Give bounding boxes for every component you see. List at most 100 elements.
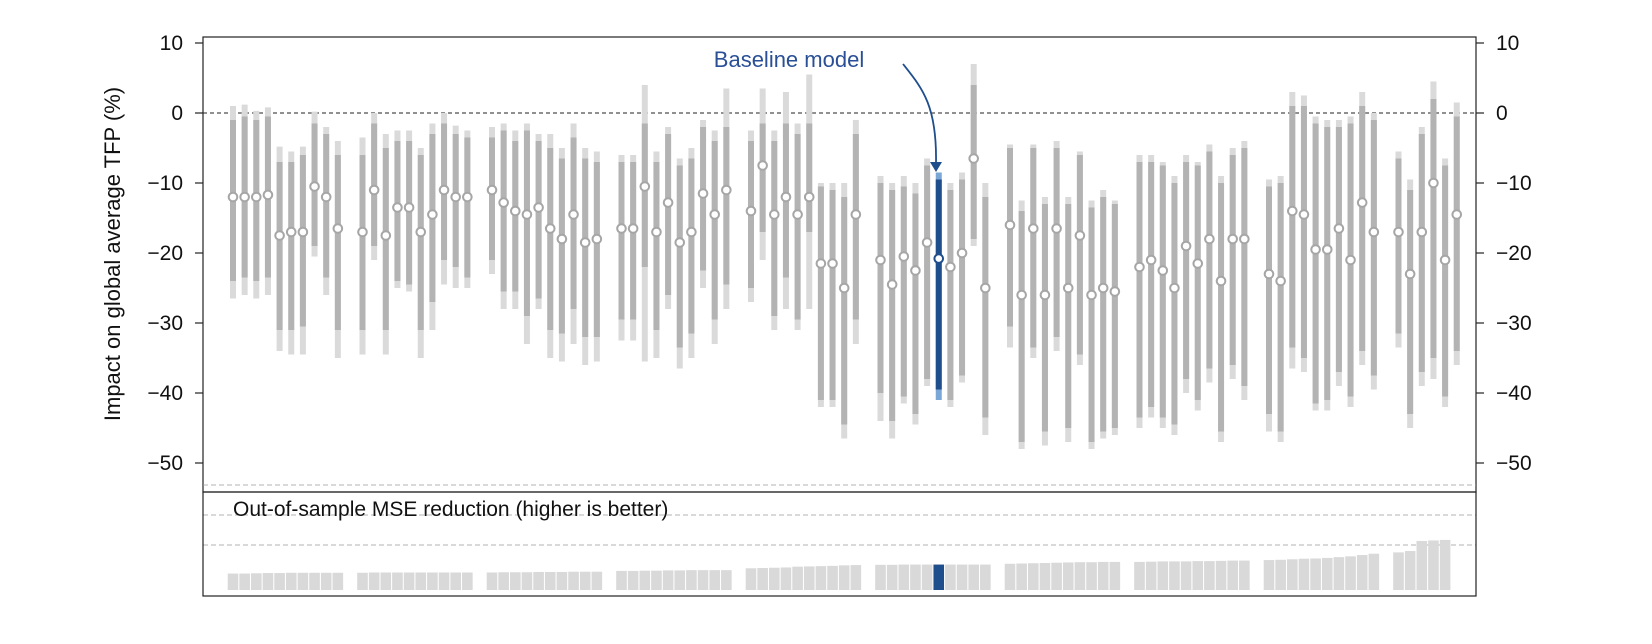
point-estimate <box>427 209 438 220</box>
model-interval <box>757 88 768 260</box>
point-estimate <box>309 181 320 192</box>
point-estimate <box>1451 209 1463 220</box>
point-estimate <box>686 226 697 238</box>
mse-bar <box>1169 561 1180 590</box>
model-interval <box>1145 155 1157 418</box>
model-interval <box>591 151 603 362</box>
mse-bar <box>1204 561 1215 590</box>
mse-bar <box>285 572 297 590</box>
mse-bar <box>1275 559 1286 590</box>
mse-bar <box>1227 560 1238 590</box>
point-estimate <box>1028 223 1039 234</box>
mse-bar <box>438 572 450 590</box>
point-estimate <box>262 189 274 201</box>
baseline-model-interval <box>933 172 945 400</box>
model-interval <box>639 85 651 362</box>
point-estimate <box>1416 226 1428 238</box>
mse-bar <box>1215 560 1227 590</box>
point-estimate <box>380 230 392 241</box>
point-estimate <box>921 237 933 248</box>
point-estimate <box>1074 230 1086 241</box>
mse-bar <box>815 566 827 590</box>
mse-bar <box>803 566 815 590</box>
model-interval <box>1039 197 1051 446</box>
model-interval <box>709 130 721 344</box>
mse-bar <box>1287 559 1298 590</box>
point-estimate <box>320 191 332 203</box>
y-tick-label: −40 <box>147 382 183 405</box>
mse-bar <box>616 570 627 590</box>
mse-bar <box>1356 555 1368 590</box>
mse-bar <box>1298 558 1310 590</box>
baseline-annotation-label: Baseline model <box>714 47 864 72</box>
mse-bar <box>510 572 521 590</box>
model-interval <box>498 123 509 309</box>
mse-bar <box>1016 563 1027 590</box>
model-interval <box>320 127 332 295</box>
mse-bar <box>1097 561 1109 590</box>
mse-bar <box>1416 540 1428 590</box>
point-estimate <box>850 209 862 220</box>
model-interval <box>521 123 533 344</box>
point-estimate <box>697 188 709 199</box>
point-estimate <box>709 209 721 220</box>
point-estimate <box>1239 233 1250 245</box>
point-estimate <box>297 226 309 238</box>
point-estimate <box>438 184 450 196</box>
model-interval <box>1310 116 1321 411</box>
mse-bar <box>368 572 380 590</box>
model-interval <box>651 151 662 358</box>
point-estimate <box>651 226 662 238</box>
point-estimate <box>285 226 297 238</box>
model-interval <box>1169 176 1180 435</box>
mse-gridlines <box>203 484 1476 546</box>
y-axis-label: Impact on global average TFP (%) <box>100 87 125 421</box>
mse-bar <box>709 570 720 590</box>
model-interval <box>392 130 403 288</box>
model-interval <box>486 127 498 274</box>
model-interval <box>1051 141 1062 351</box>
model-interval <box>510 130 521 309</box>
point-estimate <box>838 282 850 294</box>
y-axis-right: 10 0 −10 −20 −30 −40 −50 <box>1476 32 1532 475</box>
point-estimate <box>886 279 898 290</box>
point-estimate <box>792 209 803 220</box>
y-tick-label: −30 <box>147 312 183 335</box>
point-estimate <box>898 251 910 262</box>
mse-bar <box>320 572 332 590</box>
point-estimate <box>1051 223 1062 234</box>
mse-panel-title: Out-of-sample MSE reduction (higher is b… <box>233 498 668 521</box>
model-interval <box>1192 162 1204 411</box>
mse-bar <box>1333 557 1345 590</box>
mse-bar <box>1145 561 1157 590</box>
point-estimate <box>250 191 262 203</box>
mse-frame <box>202 491 1477 597</box>
point-estimate <box>450 191 462 203</box>
mse-bar <box>886 564 898 590</box>
y-tick-label-right: −20 <box>1496 242 1532 265</box>
model-interval <box>1215 176 1227 442</box>
arrowhead-icon <box>930 162 942 172</box>
mse-bar <box>521 572 533 590</box>
mse-bar <box>262 573 274 590</box>
interval-panel: 10 0 −10 −20 −30 −40 −50 10 0 −10 −20 −30 −40 −50 Im… <box>100 32 1532 493</box>
mse-bar <box>1028 563 1039 590</box>
mse-bar <box>1051 562 1062 590</box>
y-tick-label-right: 10 <box>1496 32 1519 55</box>
point-estimate <box>616 223 627 234</box>
y-tick-label-right: −40 <box>1496 382 1532 405</box>
model-interval <box>380 134 392 355</box>
point-estimate <box>1134 261 1145 273</box>
mse-bar <box>1239 560 1250 590</box>
model-interval <box>1157 162 1169 428</box>
y-tick-label: −50 <box>147 452 183 475</box>
model-interval <box>1298 95 1310 372</box>
mse-bar <box>297 572 309 590</box>
model-interval <box>403 130 415 292</box>
mse-bar <box>662 570 674 590</box>
model-interval <box>697 120 709 288</box>
model-interval <box>1416 127 1428 386</box>
mse-bar <box>380 572 392 590</box>
mse-bar <box>568 571 579 590</box>
point-estimate <box>945 261 956 273</box>
